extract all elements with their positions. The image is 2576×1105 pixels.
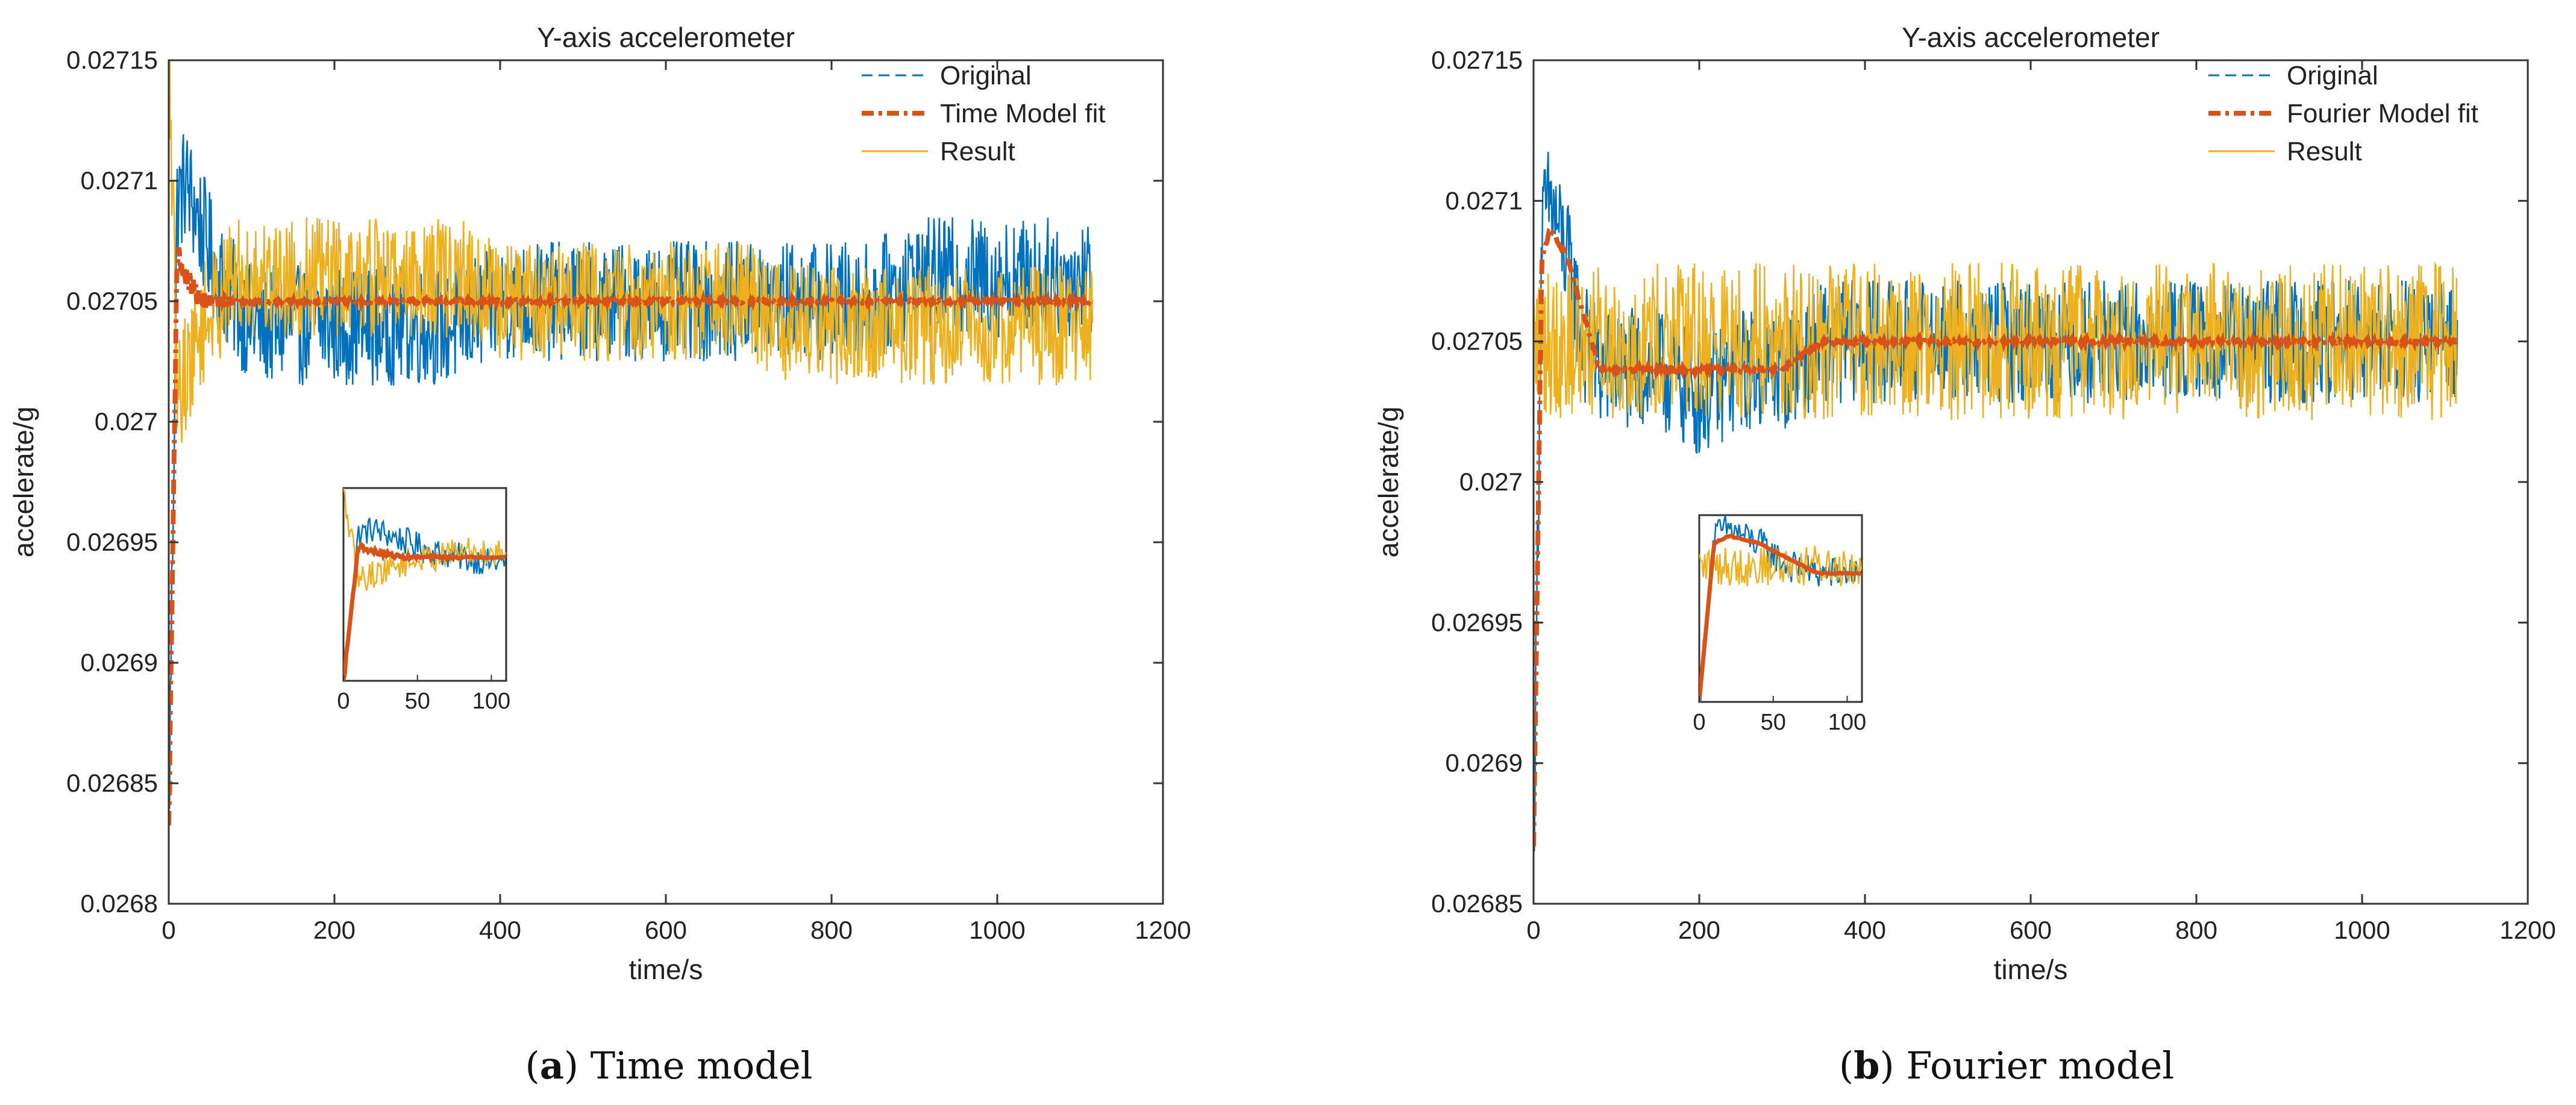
chart-a-ytick-label: 0.0269 (81, 648, 158, 677)
chart-b-xtick-label: 1000 (2334, 916, 2390, 944)
chart-b-xlabel: time/s (1994, 954, 2068, 985)
chart-a-ytick-label: 0.027 (95, 407, 158, 436)
chart-a-inset-xtick-label: 0 (337, 689, 349, 714)
chart-b-ytick-label: 0.0271 (1446, 186, 1523, 214)
chart-a-xtick-label: 600 (645, 916, 687, 944)
caption-a-label: Time model (591, 1044, 813, 1088)
chart-a-ytick-label: 0.02705 (66, 287, 158, 315)
caption-b-tag: b (1854, 1044, 1879, 1088)
chart-a-ytick-label: 0.0271 (81, 166, 158, 195)
chart-b-xtick-label: 600 (2010, 916, 2052, 944)
chart-a-axes-frame (168, 59, 1164, 905)
chart-a-inset: 0 50 100 (337, 487, 510, 714)
chart-a-inset-series (343, 541, 506, 681)
chart-a-xtick-label: 1200 (1135, 916, 1191, 944)
chart-a-ytick-label: 0.02715 (66, 46, 158, 74)
chart-a-series-result (169, 60, 1094, 443)
chart-b-series-original (1534, 151, 2458, 851)
chart-b-legend-label: Original (2287, 61, 2378, 90)
chart-a-xlabel: time/s (629, 954, 703, 985)
chart-b-ytick-label: 0.027 (1459, 468, 1523, 496)
chart-b-xtick-label: 800 (2175, 916, 2217, 944)
chart-b-legend-label: Result (2287, 137, 2362, 166)
chart-a-legend: Original Time Model fit Result (862, 61, 1106, 166)
chart-b-axes-frame (1532, 59, 2529, 905)
chart-a-plot-area (169, 60, 1094, 825)
chart-b-legend-label: Fourier Model fit (2287, 99, 2478, 128)
caption-a-tag: a (540, 1044, 564, 1088)
chart-a-ylabel: accelerate/g (8, 407, 39, 558)
chart-b-inset-frame (1698, 514, 1863, 703)
chart-b-legend: Original Fourier Model fit Result (2208, 61, 2478, 166)
chart-a-inset-xtick-label: 100 (472, 689, 510, 714)
chart-a-xtick-label: 400 (479, 916, 521, 944)
chart-a-inset-xtick-label: 50 (405, 689, 430, 714)
chart-b-inset-xtick-label: 50 (1761, 710, 1786, 735)
chart-b-ylabel: accelerate/g (1373, 407, 1404, 558)
chart-b-ytick-label: 0.02695 (1431, 608, 1523, 636)
chart-a-title: Y-axis accelerometer (537, 22, 795, 53)
chart-b-xtick-label: 0 (1526, 916, 1540, 944)
caption-a: (a) Time model (525, 1044, 813, 1088)
chart-b-inset: 0 50 100 (1693, 514, 1866, 735)
svg-text:(b) Fourier model: (b) Fourier model (1839, 1044, 2174, 1088)
svg-text:(a) Time model: (a) Time model (525, 1044, 813, 1088)
chart-b-xtick-label: 400 (1844, 916, 1886, 944)
chart-b-title: Y-axis accelerometer (1902, 22, 2160, 53)
chart-a-series-time-model-fit (169, 247, 1094, 825)
caption-b-label: Fourier model (1906, 1044, 2174, 1088)
caption-b: (b) Fourier model (1839, 1044, 2174, 1088)
chart-b-inset-series (1699, 533, 1862, 701)
chart-b-xtick-label: 1200 (2499, 916, 2556, 944)
chart-a-legend-label: Original (940, 61, 1032, 90)
chart-b-inset-series (1699, 546, 1862, 587)
chart-b-series-fourier-model-fit (1534, 224, 2460, 847)
chart-b-ytick-label: 0.02685 (1431, 889, 1523, 918)
chart-a-xtick-label: 0 (161, 916, 175, 944)
chart-b-ytick-label: 0.02715 (1431, 46, 1523, 74)
chart-a-legend-label: Result (940, 137, 1015, 166)
chart-b-plot-area (1534, 151, 2460, 851)
chart-b-ytick-label: 0.02705 (1431, 327, 1523, 355)
chart-a-xtick-label: 1000 (969, 916, 1025, 944)
chart-b-xtick-label: 200 (1678, 916, 1720, 944)
chart-a-legend-label: Time Model fit (940, 99, 1106, 128)
chart-a-xtick-label: 200 (313, 916, 356, 944)
chart-a-ytick-label: 0.02695 (66, 528, 158, 556)
chart-a-xtick-label: 800 (810, 916, 853, 944)
chart-b-inset-xtick-label: 100 (1828, 710, 1866, 735)
chart-b-inset-xtick-label: 0 (1693, 710, 1705, 735)
chart-a-ytick-label: 0.02685 (66, 769, 158, 797)
chart-a-ytick-label: 0.0268 (81, 889, 158, 918)
chart-b-ytick-label: 0.0269 (1446, 749, 1523, 777)
